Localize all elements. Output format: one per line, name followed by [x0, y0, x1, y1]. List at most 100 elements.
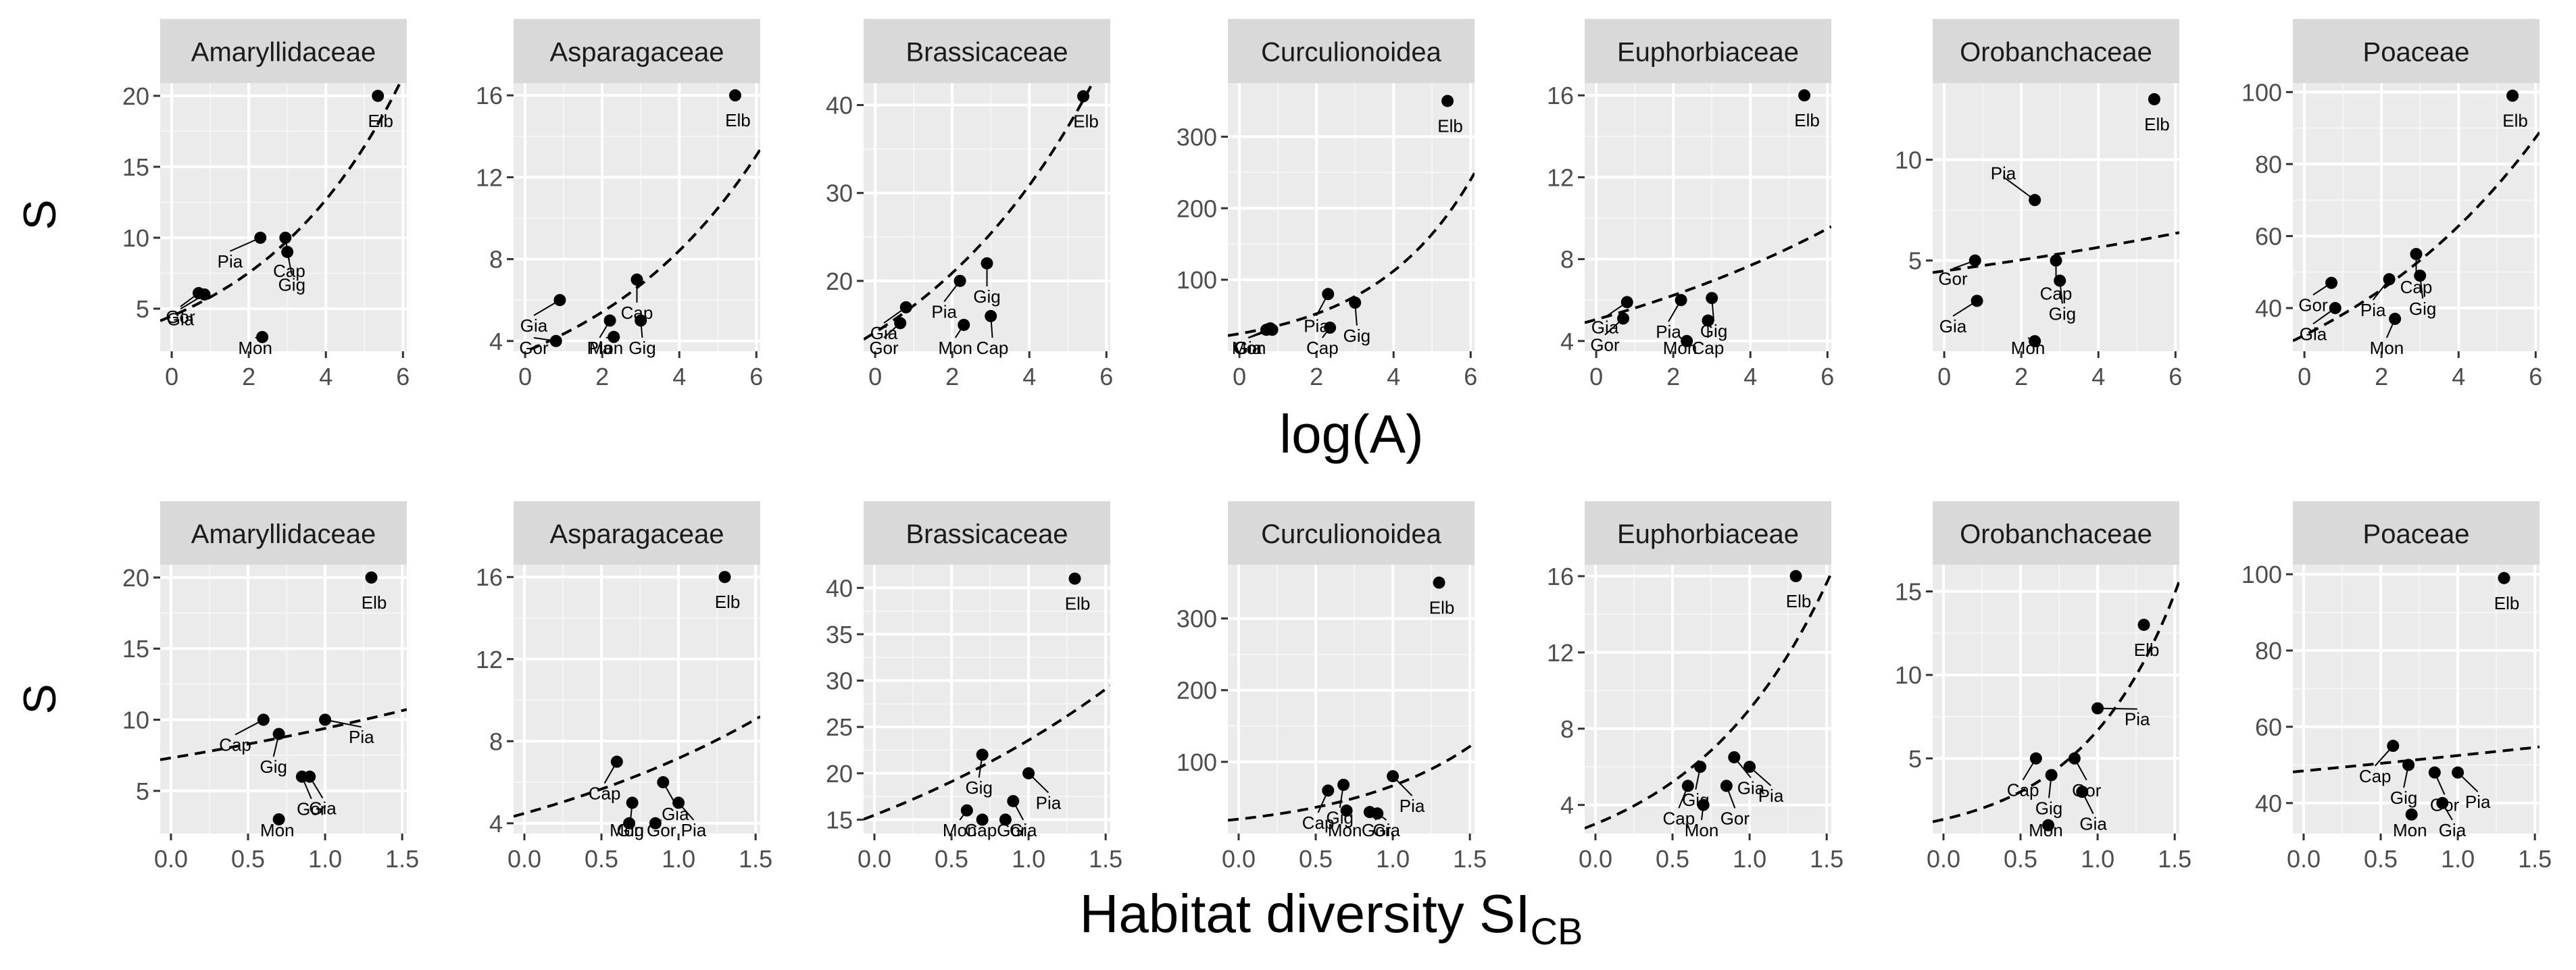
point-label: Elb: [1073, 111, 1099, 132]
point-label: Gor: [1362, 820, 1391, 840]
data-point-gia: [899, 301, 912, 313]
data-point-mon: [256, 330, 269, 343]
y-tick-label: 8: [1560, 246, 1574, 274]
data-point-elb: [728, 89, 741, 102]
facet-title: Orobanchaceae: [1960, 38, 2152, 68]
y-tick-label: 4: [1560, 792, 1574, 819]
data-point-gia: [1620, 296, 1633, 309]
data-point-cap: [976, 813, 989, 826]
data-point-gig: [1694, 761, 1707, 773]
x-tick-label: 1.5: [2158, 845, 2191, 873]
data-point-cap: [1681, 780, 1694, 792]
point-label: Gig: [965, 777, 992, 798]
data-point-pia: [603, 314, 616, 327]
data-point-cap: [1322, 784, 1335, 797]
point-label: Gia: [309, 798, 337, 819]
facet-panel-1-orobanchaceae: Orobanchaceae 0 2 4 6 5 10 Elb Pia Gor Cap Gia GigMo…: [1895, 19, 2182, 390]
x-tick-label: 1.5: [1089, 845, 1122, 873]
x-tick-label: 0: [165, 363, 178, 390]
panel-background: [160, 565, 407, 834]
y-tick-label: 100: [2241, 78, 2282, 106]
data-point-gig: [2054, 274, 2066, 287]
x-tick-label: 4: [1743, 363, 1757, 390]
facet-panel-1-poaceae: Poaceae 0 2 4 6 40 60 80 100 Elb Gor Gia Pia CapGigMo…: [2241, 19, 2542, 390]
facet-title: Asparagaceae: [550, 38, 724, 68]
point-label: Mon: [1232, 338, 1266, 358]
point-label: Pia: [1656, 322, 1681, 342]
data-point-gia: [553, 294, 566, 307]
point-label: Mon: [1328, 820, 1362, 840]
point-label: Pia: [681, 820, 707, 840]
point-label: Mon: [2011, 338, 2046, 358]
y-tick-label: 80: [2255, 637, 2282, 665]
y-tick-label: 16: [1547, 563, 1574, 590]
data-point-gig: [2402, 759, 2415, 771]
x-tick-label: 0.5: [1656, 845, 1689, 873]
facet-title: Brassicaceae: [906, 519, 1068, 549]
point-label: Gig: [973, 286, 1000, 307]
point-label: Gia: [1010, 820, 1037, 840]
data-point-pia: [953, 274, 966, 287]
y-tick-label: 30: [826, 667, 853, 695]
point-label: Pia: [2125, 709, 2150, 730]
x-tick-label: 0.5: [2364, 845, 2398, 873]
point-label: Gor: [519, 338, 549, 358]
point-label: Mon: [2370, 338, 2404, 358]
point-label: Gor: [1233, 338, 1263, 358]
data-point-mon: [2042, 819, 2055, 832]
y-tick-label: 12: [476, 163, 503, 191]
data-point-pia: [319, 713, 332, 726]
facet-strip: [514, 19, 760, 83]
data-point-cap: [985, 309, 997, 322]
x-tick-label: 4: [2091, 363, 2105, 390]
y-tick-label: 300: [1176, 605, 1217, 633]
data-point-cap: [279, 231, 292, 244]
data-point-gia: [303, 770, 316, 783]
fit-curve: [514, 715, 760, 818]
data-point-elb: [718, 571, 731, 584]
y-tick-label: 12: [476, 646, 503, 673]
facet-title: Amaryllidaceae: [191, 38, 376, 68]
data-point-gor: [894, 317, 907, 330]
y-tick-label: 16: [476, 82, 503, 109]
point-label: Cap: [2040, 284, 2073, 304]
point-label: Gor: [1938, 269, 1968, 289]
x-tick-label: 1.5: [739, 845, 772, 873]
x-tick-label: 1.0: [1733, 845, 1766, 873]
data-point-gig: [272, 728, 285, 740]
point-label: Gor: [1590, 335, 1620, 355]
point-label: Elb: [1794, 110, 1820, 130]
data-point-gia: [1007, 794, 1020, 807]
x-tick-label: 4: [2452, 363, 2465, 390]
data-point-pia: [2383, 273, 2396, 286]
y-tick-label: 10: [1895, 661, 1922, 689]
point-label: Mon: [2393, 820, 2427, 840]
x-tick-label: 0.5: [935, 845, 968, 873]
data-point-elb: [2137, 618, 2150, 631]
point-label: Gor: [166, 307, 195, 327]
data-point-elb: [2506, 89, 2519, 102]
point-label: Cap: [2400, 277, 2433, 297]
point-label: Elb: [2502, 111, 2528, 131]
point-label: Cap: [965, 820, 997, 840]
facet-title: Orobanchaceae: [1960, 519, 2152, 549]
x-tick-label: 4: [1022, 363, 1036, 390]
data-point-pia: [672, 796, 685, 809]
x-tick-label: 1.5: [385, 845, 419, 873]
data-point-elb: [2148, 93, 2160, 105]
point-label: Cap: [589, 784, 621, 804]
data-point-gia: [2436, 796, 2449, 809]
facet-title: Curculionoidea: [1261, 38, 1442, 68]
data-point-mon: [272, 813, 285, 825]
data-point-gig: [981, 257, 993, 270]
data-point-gig: [976, 748, 989, 761]
facet-title: Poaceae: [2363, 38, 2470, 68]
point-label: Pia: [1400, 796, 1425, 816]
facet-strip: [1228, 501, 1475, 565]
data-point-elb: [365, 571, 378, 584]
y-tick-label: 10: [1895, 146, 1922, 174]
point-label: Mon: [260, 820, 295, 840]
